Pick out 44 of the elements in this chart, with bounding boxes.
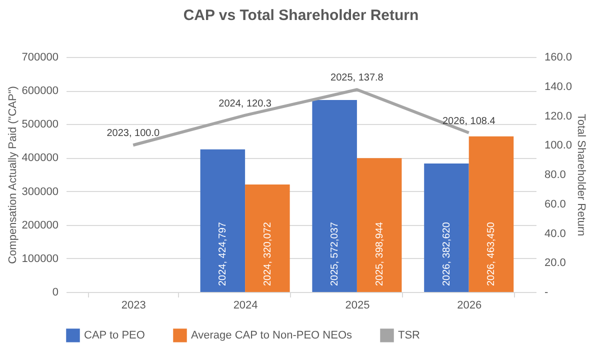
y-tick-label: 200000: [22, 219, 58, 232]
y-tick-label: 700000: [22, 52, 58, 64]
data-label: 2025, 398,944: [374, 222, 386, 286]
y2-tick-label: 40.0: [544, 228, 566, 240]
data-label: 2026, 463,450: [486, 222, 498, 286]
y2-tick-label: 100.0: [544, 140, 572, 152]
data-label: 2025, 572,037: [330, 222, 341, 286]
y-tick-label: 0: [52, 286, 58, 298]
y-axis-title: Compensation Actually Paid ("CAP"): [6, 86, 19, 264]
y-tick-label: 400000: [22, 152, 58, 164]
bar: [468, 136, 514, 292]
y2-tick-label: 60.0: [544, 198, 566, 210]
legend-label: TSR: [398, 329, 420, 342]
y2-axis-title: Total Shareholder Return: [575, 114, 588, 236]
bar: [200, 149, 246, 292]
y-tick-label: 500000: [22, 118, 58, 131]
y2-tick-label: 160.0: [544, 52, 572, 64]
data-label: 2023, 100.0: [106, 128, 160, 140]
y2-tick-label: -: [544, 286, 548, 298]
bar: [424, 164, 469, 292]
data-label: 2026, 382,620: [441, 222, 452, 286]
data-label: 2026, 108.4: [442, 116, 496, 127]
data-label: 2024, 120.3: [218, 98, 272, 110]
y2-tick-label: 20.0: [544, 257, 566, 270]
legend-label: Average CAP to Non-PEO NEOs: [191, 329, 352, 342]
y-tick-label: 600000: [22, 85, 58, 98]
x-tick-label: 2025: [345, 300, 370, 312]
data-label: 2025, 137.8: [330, 72, 384, 84]
data-label: 2024, 424,797: [218, 222, 229, 286]
y-tick-label: 300000: [22, 186, 58, 198]
bar: [356, 158, 402, 292]
x-tick-label: 2024: [233, 300, 258, 312]
x-tick-label: 2026: [457, 300, 482, 312]
data-label: 2024, 320,072: [262, 222, 274, 286]
y2-tick-label: 140.0: [544, 80, 572, 93]
bar: [245, 184, 290, 292]
chart-title: CAP vs Total Shareholder Return: [183, 7, 419, 24]
y-tick-label: 100000: [22, 252, 58, 265]
bar: [312, 100, 357, 292]
x-tick-label: 2023: [121, 300, 146, 312]
y2-tick-label: 80.0: [544, 169, 566, 181]
y2-tick-label: 120.0: [544, 110, 572, 122]
line-series: [132, 88, 470, 147]
legend-label: CAP to PEO: [84, 329, 146, 342]
